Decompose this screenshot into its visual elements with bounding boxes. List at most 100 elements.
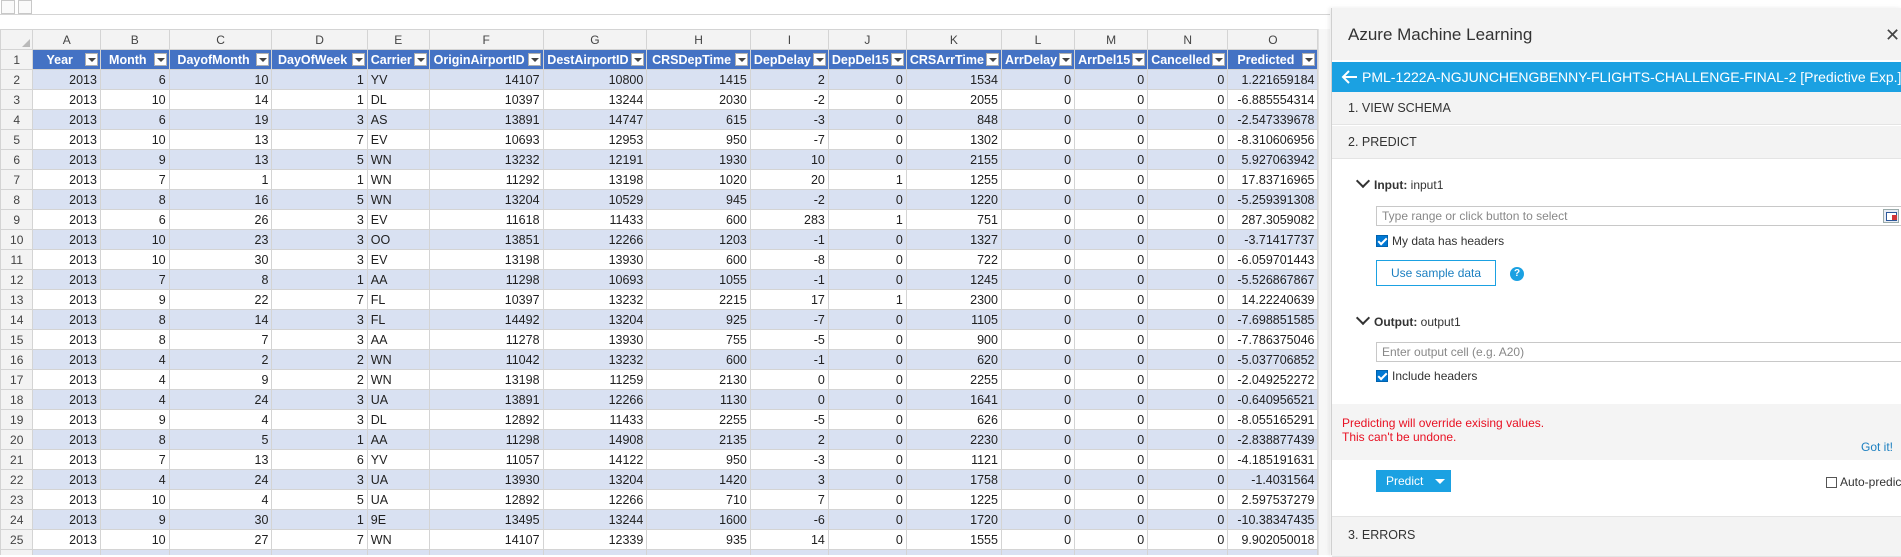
table-cell[interactable]: 2013 bbox=[32, 469, 101, 490]
table-cell[interactable]: 950 bbox=[646, 449, 751, 470]
table-cell[interactable]: 13232 bbox=[428, 149, 544, 170]
table-cell[interactable]: 1215 bbox=[646, 549, 751, 555]
table-cell[interactable]: 7 bbox=[99, 169, 170, 190]
table-cell[interactable]: 13 bbox=[168, 149, 273, 170]
table-cell[interactable]: 1130 bbox=[646, 389, 751, 410]
table-cell[interactable]: 1 bbox=[168, 169, 273, 190]
table-cell[interactable]: 10 bbox=[99, 129, 170, 150]
table-cell[interactable]: 13204 bbox=[542, 469, 648, 490]
output-cell-field[interactable] bbox=[1376, 342, 1901, 362]
row-number[interactable]: 21 bbox=[0, 449, 34, 470]
table-cell[interactable]: 0 bbox=[1000, 109, 1076, 130]
row-number[interactable]: 6 bbox=[0, 149, 34, 170]
filter-dropdown-icon[interactable] bbox=[1059, 53, 1073, 66]
row-number[interactable]: 10 bbox=[0, 229, 34, 250]
filter-dropdown-icon[interactable] bbox=[1302, 53, 1316, 66]
table-cell[interactable]: 0 bbox=[827, 129, 907, 150]
table-cell[interactable]: EV bbox=[366, 129, 430, 150]
row-number[interactable]: 19 bbox=[0, 409, 34, 430]
table-cell[interactable]: 1302 bbox=[905, 129, 1002, 150]
table-cell[interactable]: 27 bbox=[168, 529, 273, 550]
table-cell[interactable]: 8 bbox=[99, 329, 170, 350]
table-cell[interactable]: 600 bbox=[646, 249, 751, 270]
table-cell[interactable]: 2155 bbox=[905, 149, 1002, 170]
column-letter-H[interactable]: H bbox=[646, 29, 751, 50]
table-cell[interactable]: 7 bbox=[271, 529, 368, 550]
table-cell[interactable]: 4 bbox=[99, 349, 170, 370]
table-cell[interactable]: 4 bbox=[99, 469, 170, 490]
table-cell[interactable]: 13930 bbox=[542, 249, 648, 270]
table-cell[interactable]: -5.259391308 bbox=[1227, 189, 1319, 210]
table-cell[interactable]: 13930 bbox=[542, 329, 648, 350]
table-cell[interactable]: -8.055165291 bbox=[1227, 409, 1319, 430]
table-cell[interactable]: 0 bbox=[827, 229, 907, 250]
table-cell[interactable]: 12266 bbox=[542, 229, 648, 250]
table-cell[interactable]: -2.049252272 bbox=[1227, 369, 1319, 390]
table-cell[interactable]: 3 bbox=[271, 309, 368, 330]
row-number[interactable]: 8 bbox=[0, 189, 34, 210]
column-letter-B[interactable]: B bbox=[99, 29, 170, 50]
table-cell[interactable]: 1220 bbox=[905, 189, 1002, 210]
table-cell[interactable]: 3 bbox=[271, 469, 368, 490]
table-cell[interactable]: 10693 bbox=[542, 269, 648, 290]
table-cell[interactable]: 13851 bbox=[428, 229, 544, 250]
table-cell[interactable]: 2013 bbox=[32, 509, 101, 530]
table-cell[interactable]: 13232 bbox=[542, 349, 648, 370]
table-cell[interactable]: -10.38347435 bbox=[1227, 509, 1319, 530]
table-cell[interactable]: 30 bbox=[168, 249, 273, 270]
table-cell[interactable]: 10693 bbox=[428, 129, 544, 150]
column-header-dayofweek[interactable]: DayOfWeek bbox=[271, 49, 368, 70]
table-cell[interactable]: 12953 bbox=[542, 129, 648, 150]
table-cell[interactable]: DL bbox=[366, 409, 430, 430]
table-cell[interactable]: 10 bbox=[99, 229, 170, 250]
table-cell[interactable]: 0 bbox=[1147, 369, 1229, 390]
table-cell[interactable]: 0 bbox=[827, 529, 907, 550]
table-cell[interactable]: 0 bbox=[1000, 89, 1076, 110]
table-cell[interactable]: 0 bbox=[1147, 249, 1229, 270]
table-cell[interactable]: 0 bbox=[1000, 369, 1076, 390]
filter-dropdown-icon[interactable] bbox=[256, 53, 270, 66]
table-cell[interactable]: 0 bbox=[1147, 409, 1229, 430]
table-cell[interactable]: AA bbox=[366, 269, 430, 290]
table-cell[interactable]: 6 bbox=[271, 449, 368, 470]
table-cell[interactable]: 0 bbox=[1147, 509, 1229, 530]
table-cell[interactable]: 0 bbox=[827, 189, 907, 210]
table-cell[interactable]: 17 bbox=[749, 289, 829, 310]
filter-dropdown-icon[interactable] bbox=[734, 53, 748, 66]
table-cell[interactable]: 0 bbox=[1147, 69, 1229, 90]
column-letter-C[interactable]: C bbox=[168, 29, 273, 50]
table-cell[interactable]: 0 bbox=[1000, 209, 1076, 230]
table-cell[interactable]: 12266 bbox=[542, 489, 648, 510]
table-cell[interactable]: 1 bbox=[827, 169, 907, 190]
table-cell[interactable]: -1 bbox=[749, 349, 829, 370]
table-cell[interactable]: 0 bbox=[827, 489, 907, 510]
table-cell[interactable]: 7 bbox=[271, 289, 368, 310]
table-cell[interactable]: 0 bbox=[1147, 149, 1229, 170]
table-cell[interactable]: 14 bbox=[168, 309, 273, 330]
filter-dropdown-icon[interactable] bbox=[413, 53, 427, 66]
table-cell[interactable]: WN bbox=[366, 189, 430, 210]
table-cell[interactable]: -3.71417737 bbox=[1227, 229, 1319, 250]
output-cell-input[interactable] bbox=[1377, 343, 1901, 361]
row-number[interactable]: 12 bbox=[0, 269, 34, 290]
table-cell[interactable]: 0 bbox=[827, 549, 907, 555]
table-cell[interactable]: 16 bbox=[168, 189, 273, 210]
table-cell[interactable]: 0 bbox=[1000, 329, 1076, 350]
table-cell[interactable]: 2013 bbox=[32, 189, 101, 210]
table-cell[interactable]: 1225 bbox=[905, 489, 1002, 510]
table-cell[interactable]: 9E bbox=[366, 509, 430, 530]
table-cell[interactable]: 0 bbox=[1000, 389, 1076, 410]
column-header-month[interactable]: Month bbox=[99, 49, 170, 70]
table-cell[interactable]: 2013 bbox=[32, 409, 101, 430]
table-cell[interactable]: 0 bbox=[1074, 289, 1149, 310]
table-cell[interactable]: 9 bbox=[99, 409, 170, 430]
table-cell[interactable]: 1 bbox=[271, 89, 368, 110]
table-cell[interactable]: 11042 bbox=[428, 349, 544, 370]
table-cell[interactable]: -7 bbox=[749, 309, 829, 330]
table-cell[interactable]: 14 bbox=[749, 529, 829, 550]
table-cell[interactable]: 0 bbox=[827, 509, 907, 530]
checkbox-unchecked-icon[interactable] bbox=[1826, 477, 1837, 488]
table-cell[interactable]: 1555 bbox=[905, 529, 1002, 550]
table-cell[interactable]: -5 bbox=[749, 329, 829, 350]
table-cell[interactable]: 0 bbox=[1074, 109, 1149, 130]
